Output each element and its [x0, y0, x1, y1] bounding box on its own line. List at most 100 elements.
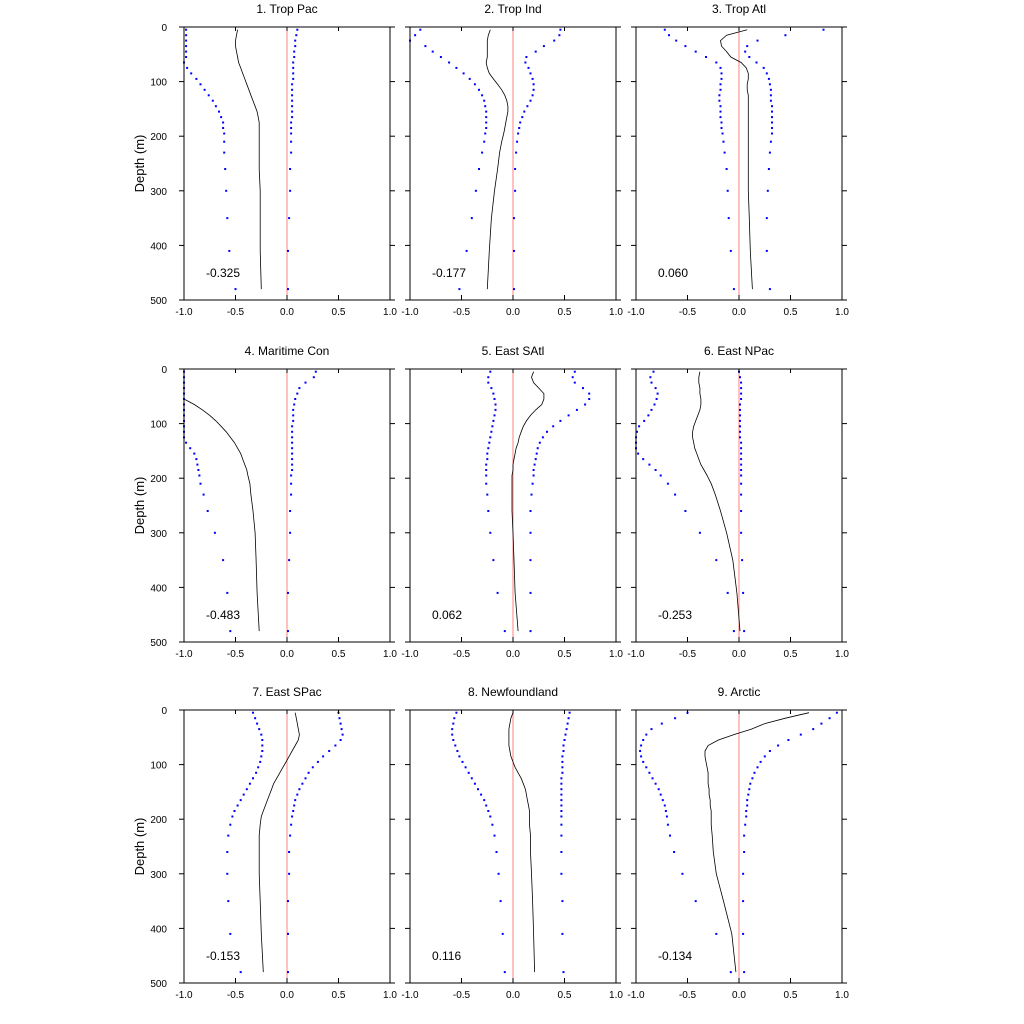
panel-4-upper-dot: [288, 559, 291, 562]
panel-7-upper-dot: [294, 799, 297, 802]
panel-7-upper-dot: [334, 744, 337, 747]
panel-5-lower-dot: [493, 398, 496, 400]
panel-2-x-tick-label: 0.5: [558, 307, 572, 318]
panel-8-x-tick-label: 0.0: [506, 990, 520, 1001]
panel-7-lower-dot: [227, 900, 230, 903]
panel-5-upper-dot: [538, 441, 541, 444]
panel-8-lower-dot: [470, 777, 473, 780]
panel-5-lower-dot: [488, 441, 491, 444]
panel-8-upper-dot: [566, 722, 569, 725]
panel-3-upper-dot: [784, 34, 787, 37]
panel-9-upper-dot: [812, 728, 815, 731]
panel-9-lower-dot: [645, 733, 648, 736]
panel-5-lower-dot: [486, 493, 489, 496]
panel-9-upper-dot: [748, 788, 751, 791]
panel-1-y-axis-label: Depth (m): [132, 135, 147, 193]
panel-3-upper-dot: [771, 105, 773, 108]
panel-7-y-tick-label: 200: [150, 815, 167, 826]
panel-4-upper-dot: [290, 493, 293, 496]
panel-3-lower-dot: [720, 121, 723, 124]
panel-4-y-tick-label: 100: [150, 420, 167, 431]
panel-2-lower-dot: [481, 151, 484, 154]
panel-7-y-tick-label: 300: [150, 870, 167, 881]
panel-4-x-tick-label: 0.0: [280, 649, 294, 660]
panel-6-upper-dot: [739, 419, 741, 422]
panel-8-lower-dot: [480, 793, 483, 796]
panel-1-lower-dot: [228, 249, 231, 252]
panel-5-upper-dot: [532, 474, 535, 477]
panel-9-lower-dot: [669, 834, 671, 837]
panel-9-lower-dot: [648, 771, 651, 774]
panel-6-upper-dot: [740, 441, 743, 444]
panel-6-lower-dot: [642, 458, 645, 461]
panel-1-lower-dot: [185, 34, 188, 37]
panel-9-lower-dot: [694, 900, 697, 903]
panel-7-lower-dot: [226, 872, 229, 875]
panel-5-lower-dot: [486, 458, 489, 461]
panel-4-y-axis-label: Depth (m): [132, 477, 147, 535]
panel-5-upper-dot: [535, 452, 538, 455]
panel-1-lower-dot: [224, 168, 227, 170]
panel-7-lower-dot: [226, 851, 229, 853]
panel-6-upper-dot: [740, 387, 743, 390]
panel-6-lower-dot: [655, 398, 658, 400]
panel-2-lower-dot: [419, 28, 422, 31]
panel-2-x-tick-label: -1.0: [401, 307, 419, 318]
panel-7-lower-dot: [257, 766, 260, 769]
panel-9-upper-dot: [768, 750, 771, 752]
panel-9-x-tick-label: -0.5: [679, 990, 697, 1001]
panel-9-upper-dot: [743, 971, 746, 974]
panel-5-lower-dot: [487, 381, 490, 384]
panel-7-upper-dot: [316, 760, 319, 763]
panel-8-lower-dot: [491, 823, 494, 826]
panel-5-lower-dot: [485, 463, 488, 466]
panel-4-upper-dot: [296, 392, 299, 395]
panel-9-lower-dot: [642, 739, 645, 741]
panel-6-upper-dot: [740, 493, 743, 496]
panel-6-upper-dot: [741, 559, 744, 562]
panel-8-lower-dot: [451, 733, 454, 736]
panel-4-lower-dot: [198, 474, 201, 477]
panel-2-upper-dot: [513, 288, 515, 291]
panel-5-upper-dot: [536, 447, 539, 450]
panel-3-lower-dot: [721, 132, 724, 135]
panel-8-x-tick-label: 0.5: [558, 990, 572, 1001]
panel-4-upper-dot: [289, 510, 292, 512]
panel-4-upper-dot: [294, 398, 297, 400]
panel-3-x-tick-label: 0.5: [784, 307, 798, 318]
panel-7-lower-dot: [231, 815, 234, 818]
panel-9-upper-dot: [742, 872, 745, 875]
panel-6-lower-dot: [732, 630, 735, 633]
panel-4-x-tick-label: 0.5: [332, 649, 346, 660]
panel-3-upper-dot: [768, 83, 771, 86]
panel-2-upper-dot: [515, 151, 518, 154]
panel-5-upper-dot: [571, 376, 574, 379]
panel-5-lower-dot: [487, 447, 490, 450]
panel-5-lower-dot: [492, 559, 495, 562]
panel-1-upper-dot: [291, 83, 294, 86]
panel-7-title: 7. East SPac: [252, 685, 321, 699]
panel-1-value-label: -0.325: [206, 266, 240, 280]
panel-9-lower-dot: [650, 728, 653, 731]
panel-6-lower-dot: [726, 591, 729, 594]
panel-8-lower-dot: [493, 834, 496, 837]
panel-8-lower-dot: [461, 760, 464, 763]
panel-6-lower-dot: [647, 414, 650, 417]
panel-8-upper-dot: [560, 793, 563, 796]
panel-4-upper-dot: [312, 376, 315, 379]
panel-3-value-label: 0.060: [658, 266, 688, 280]
panel-7-upper-dot: [291, 815, 294, 818]
panel-2-upper-dot: [524, 61, 527, 64]
panel-3-upper-dot: [746, 45, 749, 48]
panel-5-x-tick-label: 0.5: [558, 649, 572, 660]
panel-6-lower-dot: [653, 403, 656, 406]
panel-2-lower-dot: [484, 132, 487, 135]
panel-4-lower-dot: [185, 441, 188, 444]
panel-9-upper-dot: [745, 810, 748, 812]
panel-4-upper-dot: [290, 474, 293, 477]
panel-1-lower-dot: [185, 39, 188, 42]
panel-3-upper-dot: [771, 132, 773, 135]
panel-5-upper-dot: [584, 403, 587, 406]
panel-7-upper-dot: [287, 971, 289, 974]
panel-9-upper-dot: [745, 815, 748, 818]
